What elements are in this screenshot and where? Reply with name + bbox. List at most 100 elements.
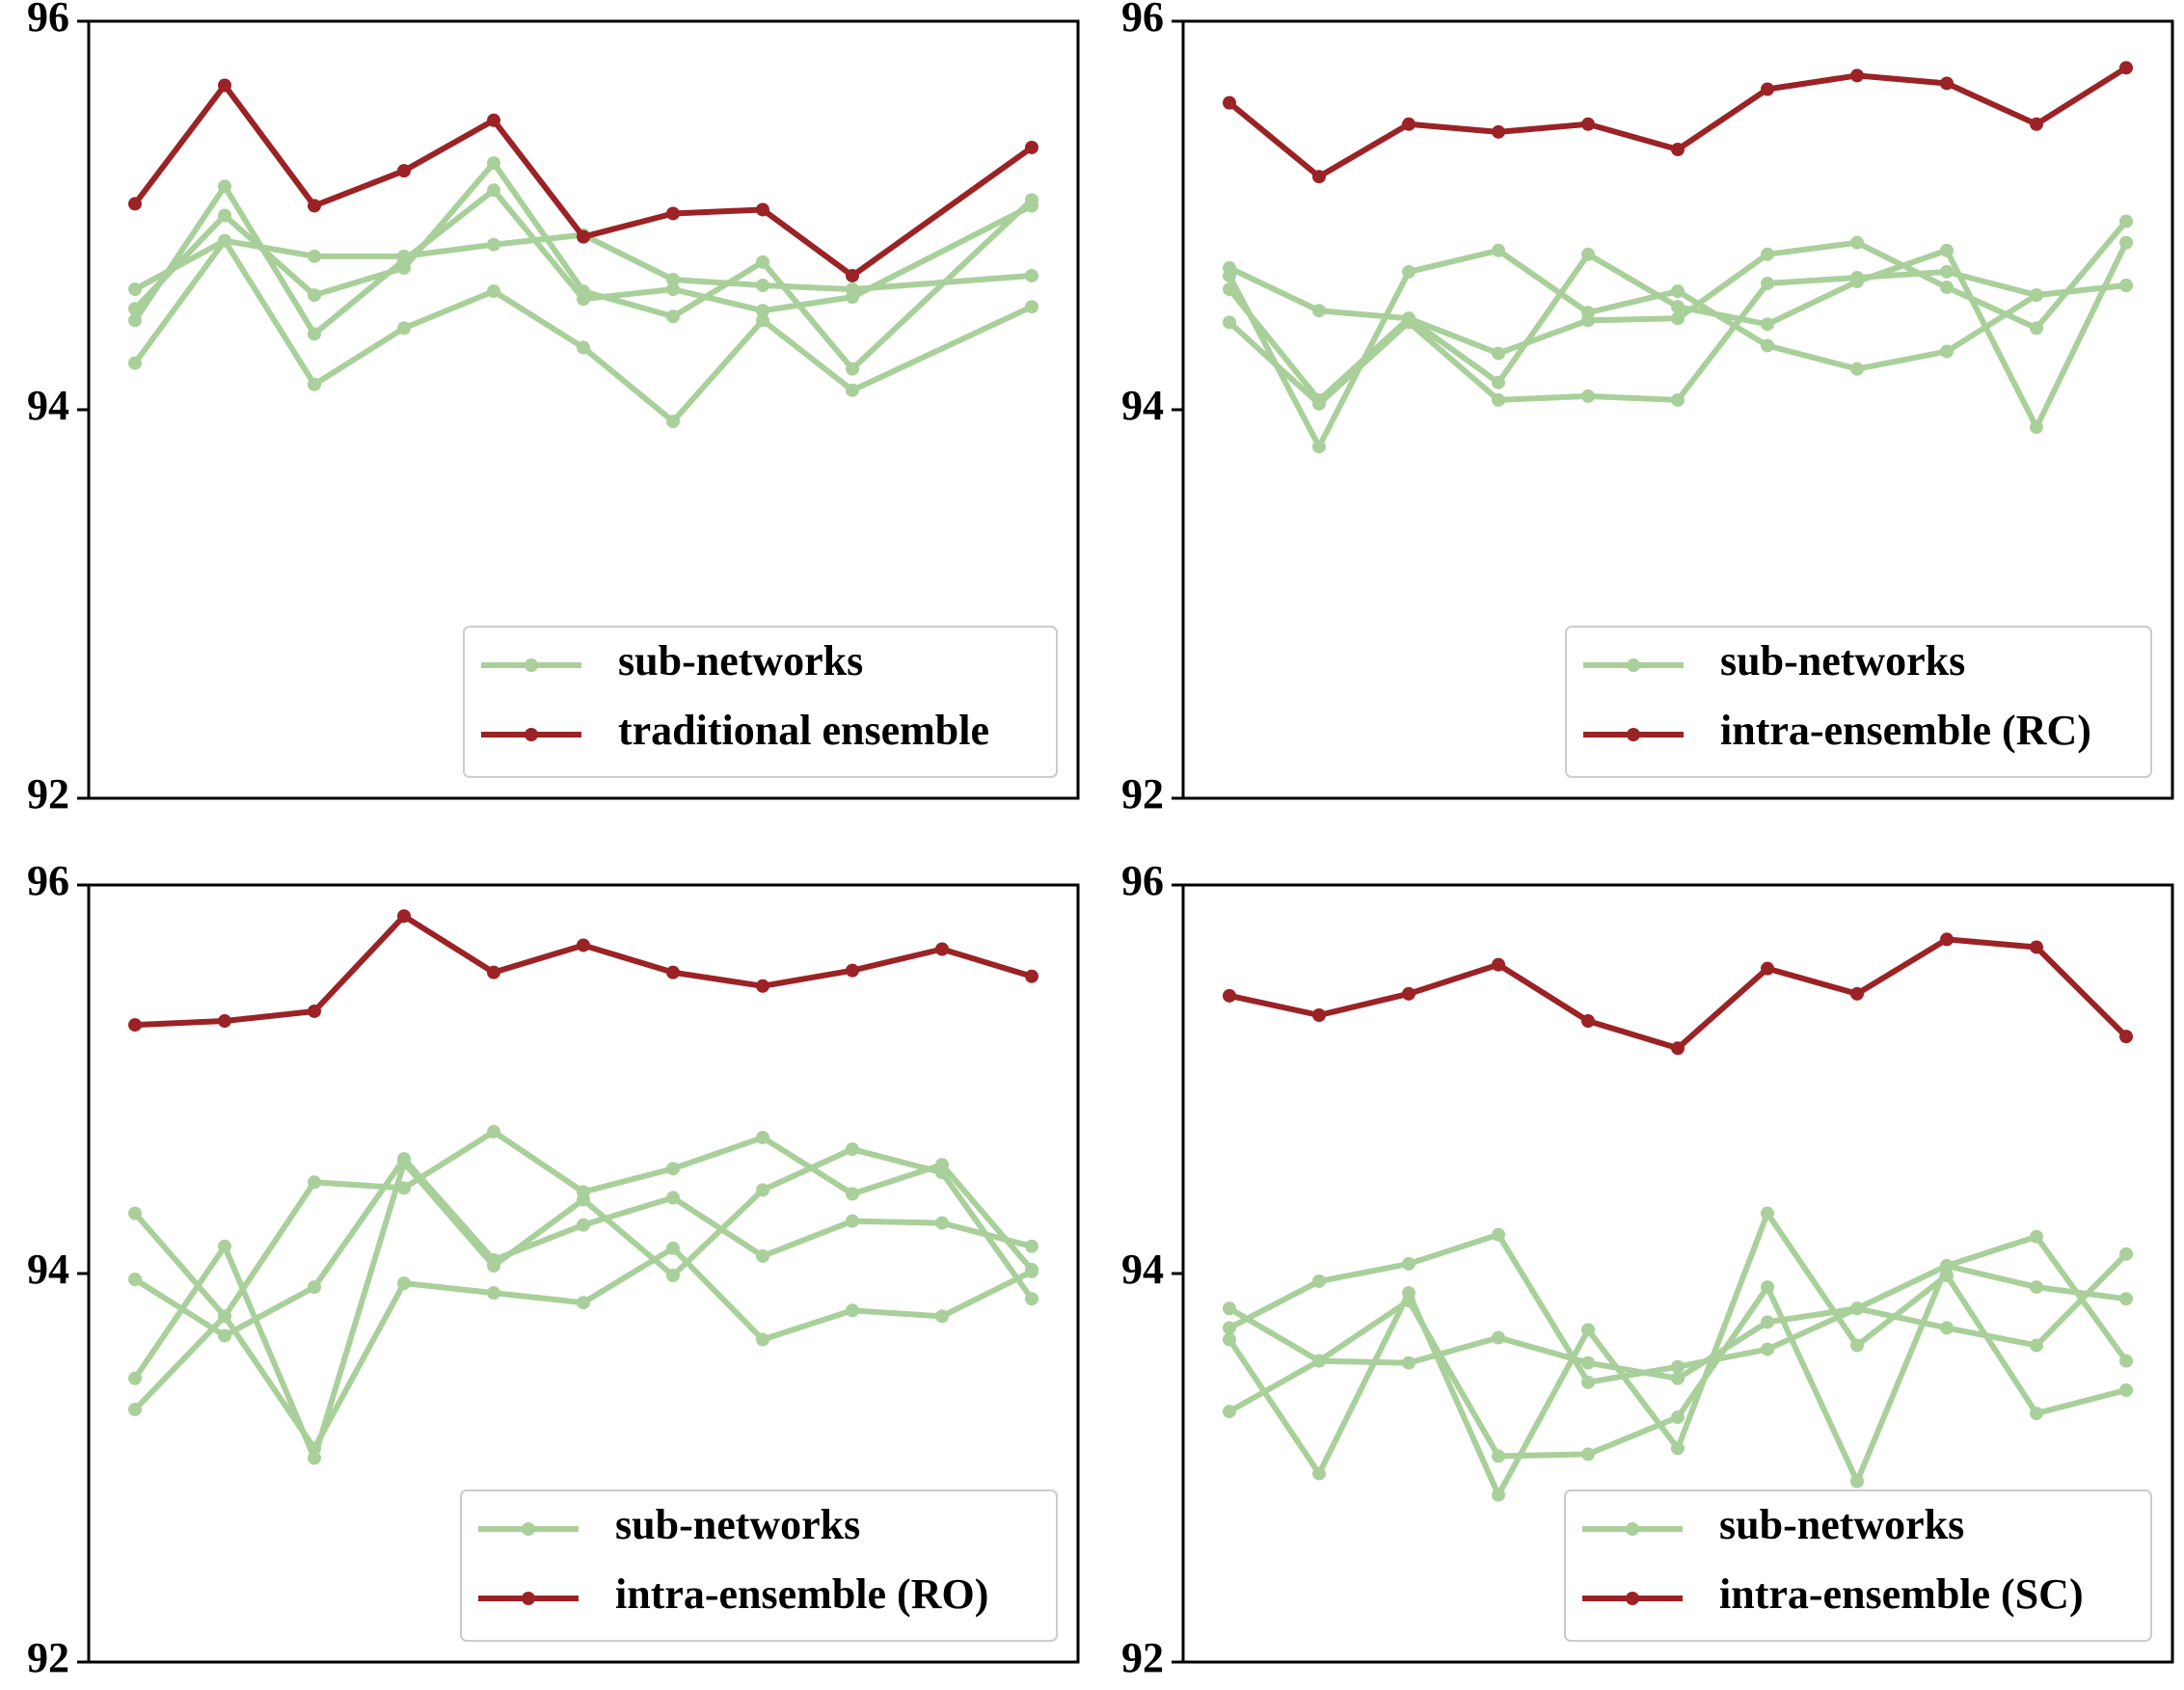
data-point [1581, 1447, 1595, 1462]
data-point [397, 1156, 411, 1170]
data-point [1025, 969, 1038, 983]
data-point [2119, 1292, 2133, 1306]
data-point [1850, 235, 1864, 250]
sub-network-series [128, 1152, 1038, 1343]
data-point [577, 1296, 590, 1310]
data-point [308, 288, 321, 303]
data-point [666, 272, 680, 286]
data-point [308, 327, 321, 341]
sub-network-series [1223, 1206, 2133, 1502]
data-point [2119, 1354, 2133, 1368]
data-point [397, 164, 411, 178]
data-point [128, 1206, 142, 1221]
data-point [2119, 235, 2133, 250]
data-point [846, 963, 859, 978]
data-point [1223, 315, 1236, 330]
data-point [487, 113, 500, 127]
data-point [1025, 199, 1038, 213]
y-tick-label: 96 [27, 0, 69, 40]
legend-swatch-marker [522, 1522, 535, 1536]
data-point [666, 282, 680, 297]
sub-network-series [1223, 243, 2133, 454]
data-point [218, 179, 231, 194]
data-point [1761, 82, 1774, 96]
data-point [846, 268, 859, 282]
data-point [308, 1004, 321, 1018]
data-point [1223, 1332, 1236, 1347]
data-point [756, 979, 769, 993]
data-point [487, 1124, 500, 1139]
y-tick-label: 96 [27, 857, 69, 904]
data-point [756, 202, 769, 217]
data-point [1492, 957, 1505, 972]
data-point [1671, 1410, 1685, 1425]
data-point [487, 284, 500, 299]
data-point [2030, 420, 2043, 435]
data-point [1025, 1239, 1038, 1253]
data-point [1761, 961, 1774, 976]
legend-box [1564, 1489, 2152, 1642]
data-point [1581, 389, 1595, 403]
data-point [1671, 300, 1685, 314]
sub-network-series [128, 233, 1038, 429]
series-line [1227, 247, 2129, 450]
data-point [846, 290, 859, 305]
data-point [1025, 300, 1038, 314]
data-point [1312, 440, 1326, 454]
chart-panel-1: 92 94 96 sub-networks traditional ensemble [27, 0, 1080, 818]
data-point [1761, 1342, 1774, 1356]
data-point [487, 237, 500, 252]
data-point [1850, 68, 1864, 83]
data-point [1025, 1264, 1038, 1278]
data-point [577, 292, 590, 307]
data-point [1402, 1355, 1416, 1370]
data-point [1492, 392, 1505, 407]
data-point [128, 1371, 142, 1385]
data-point [1761, 1315, 1774, 1329]
y-tick-label: 92 [1121, 770, 1164, 818]
legend-box [463, 626, 1058, 778]
data-point [1581, 1014, 1595, 1029]
data-point [1025, 268, 1038, 282]
legend-label: traditional ensemble [618, 707, 989, 754]
data-point [2030, 1280, 2043, 1295]
data-point [2030, 321, 2043, 335]
data-point [935, 1309, 949, 1324]
legend-label: sub-networks [1719, 1501, 1964, 1548]
chart-panel-2: 92 94 96 sub-networks intra-ensemble (RC) [1121, 0, 2174, 818]
data-point [128, 1273, 142, 1287]
sub-network-series [128, 1142, 1038, 1465]
data-point [1671, 311, 1685, 326]
data-point [1581, 117, 1595, 131]
data-point [756, 1332, 769, 1347]
data-point [756, 255, 769, 269]
series-line [132, 82, 1035, 279]
data-point [1402, 264, 1416, 279]
data-point [487, 965, 500, 979]
data-point [1223, 268, 1236, 282]
ensemble-series [128, 909, 1038, 1033]
legend-swatch-marker [522, 1592, 535, 1605]
data-point [1940, 281, 1954, 295]
data-point [756, 304, 769, 318]
data-point [2030, 1338, 2043, 1353]
data-point [1492, 375, 1505, 389]
data-point [846, 1142, 859, 1157]
data-point [1581, 1375, 1595, 1389]
data-point [1223, 988, 1236, 1003]
data-point [577, 229, 590, 244]
data-point [128, 313, 142, 328]
sub-network-series [128, 1241, 1038, 1456]
data-point [2030, 117, 2043, 131]
data-point [218, 208, 231, 223]
legend-swatch-marker [525, 728, 538, 741]
legend: sub-networks intra-ensemble (SC) [1564, 1489, 2152, 1642]
data-point [1223, 1405, 1236, 1419]
series-line [1227, 65, 2129, 180]
data-point [577, 1218, 590, 1232]
data-point [1850, 1474, 1864, 1489]
data-point [1761, 247, 1774, 261]
series-line [132, 183, 1035, 337]
data-point [935, 942, 949, 956]
data-point [308, 1175, 321, 1190]
